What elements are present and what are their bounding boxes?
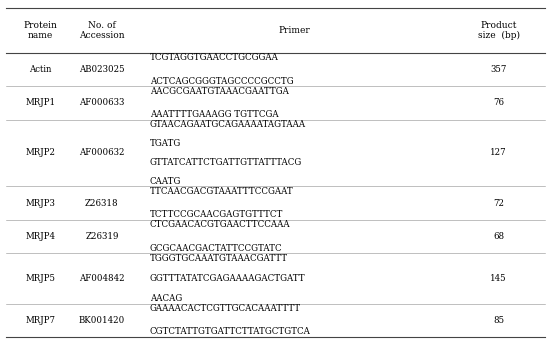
Text: GCGCAACGACTATTCCGTATC: GCGCAACGACTATTCCGTATC [150,244,283,253]
Text: 68: 68 [493,232,504,241]
Text: CGTCTATTGTGATTCTTATGCTGTCA: CGTCTATTGTGATTCTTATGCTGTCA [150,328,311,336]
Text: GTAACAGAATGCAGAAAATAGTAAA: GTAACAGAATGCAGAAAATAGTAAA [150,120,306,129]
Text: Primer: Primer [279,26,311,35]
Text: Z26319: Z26319 [85,232,118,241]
Text: MRJP1: MRJP1 [25,98,55,107]
Text: MRJP2: MRJP2 [25,149,55,157]
Text: Protein
name: Protein name [23,21,57,40]
Text: TCGTAGGTGAACCTGCGGAA: TCGTAGGTGAACCTGCGGAA [150,53,279,62]
Text: MRJP3: MRJP3 [25,199,55,208]
Text: 357: 357 [490,65,507,74]
Text: AACGCGAATGTAAACGAATTGA: AACGCGAATGTAAACGAATTGA [150,86,289,96]
Text: Product
size  (bp): Product size (bp) [478,21,520,40]
Text: 127: 127 [490,149,507,157]
Text: MRJP4: MRJP4 [25,232,55,241]
Text: Actin: Actin [29,65,51,74]
Text: TTCAACGACGTAAATTTCCGAAT: TTCAACGACGTAAATTTCCGAAT [150,187,294,196]
Text: TGATG: TGATG [150,139,181,148]
Text: AF004842: AF004842 [79,274,125,283]
Text: GGTTTATATCGAGAAAAGACTGATT: GGTTTATATCGAGAAAAGACTGATT [150,274,305,283]
Text: AF000633: AF000633 [79,98,125,107]
Text: CTCGAACACGTGAACTTCCAAA: CTCGAACACGTGAACTTCCAAA [150,221,290,229]
Text: Z26318: Z26318 [85,199,119,208]
Text: 72: 72 [493,199,504,208]
Text: AACAG: AACAG [150,294,182,303]
Text: BK001420: BK001420 [79,316,125,325]
Text: ACTCAGCGGGTAGCCCCGCCTG: ACTCAGCGGGTAGCCCCGCCTG [150,76,294,85]
Text: AAATTTTGAAAGG TGTTCGA: AAATTTTGAAAGG TGTTCGA [150,110,278,119]
Text: CAATG: CAATG [150,177,181,186]
Text: 85: 85 [493,316,504,325]
Text: TCTTCCGCAACGAGTGTTTCT: TCTTCCGCAACGAGTGTTTCT [150,210,283,220]
Text: AB023025: AB023025 [79,65,125,74]
Text: TGGGTGCAAATGTAAACGATTT: TGGGTGCAAATGTAAACGATTT [150,254,288,263]
Text: AF000632: AF000632 [79,149,125,157]
Text: No. of
Accession: No. of Accession [79,21,125,40]
Text: MRJP5: MRJP5 [25,274,55,283]
Text: MRJP7: MRJP7 [25,316,55,325]
Text: GAAAACACTCGTTGCACAAATTTT: GAAAACACTCGTTGCACAAATTTT [150,304,301,313]
Text: 76: 76 [493,98,504,107]
Text: GTTATCATTCTGATTGTTATTTACG: GTTATCATTCTGATTGTTATTTACG [150,158,302,167]
Text: 145: 145 [490,274,507,283]
